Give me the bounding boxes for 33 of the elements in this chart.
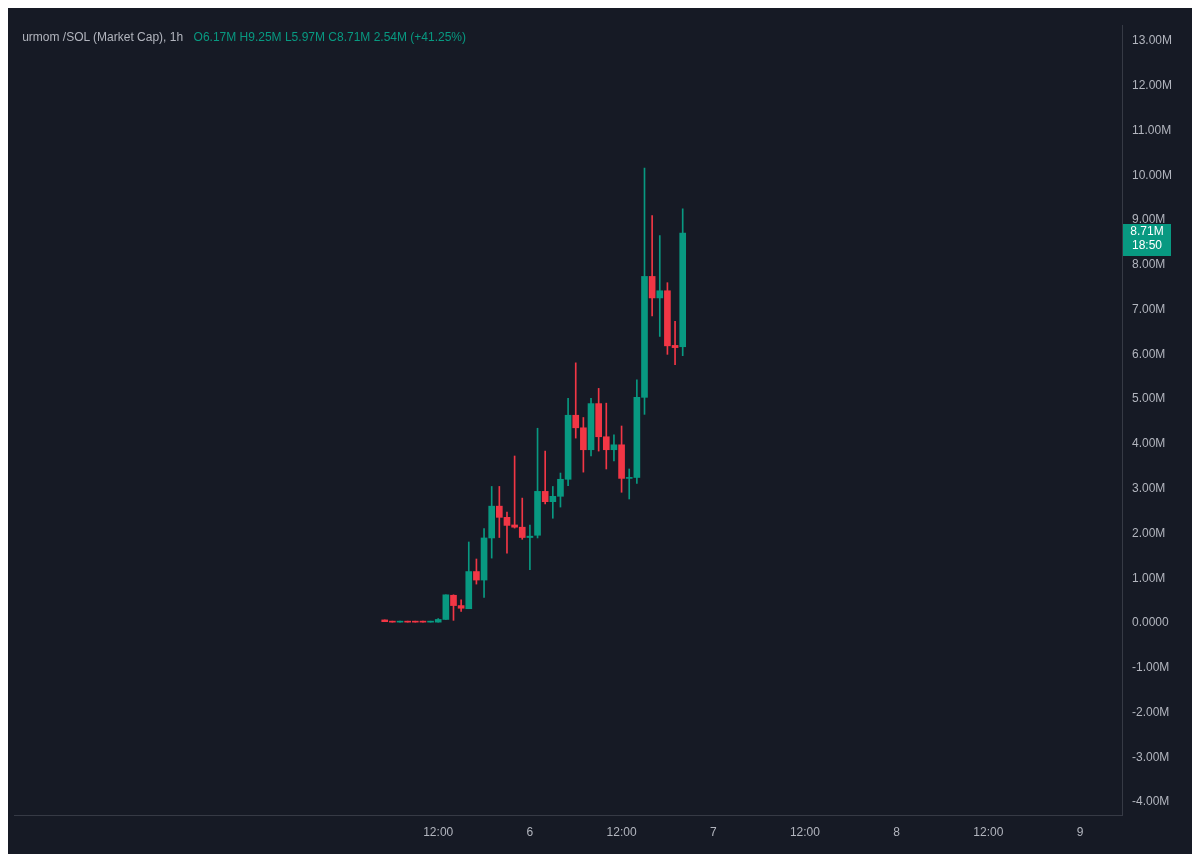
x-tick-label: 6 bbox=[526, 825, 534, 840]
y-tick-label: 3.00M bbox=[1132, 481, 1166, 495]
candlestick bbox=[526, 524, 534, 571]
x-tick-label: 9 bbox=[1076, 825, 1084, 840]
y-tick-label: 8.00M bbox=[1132, 257, 1166, 272]
y-tick-label: 12.00M bbox=[1132, 77, 1173, 92]
y-tick-label: -1.00M bbox=[1132, 660, 1170, 675]
y-tick-label: 7.00M bbox=[1132, 301, 1166, 316]
x-tick-label: 8 bbox=[893, 825, 901, 840]
x-tick-label: 12:00 bbox=[789, 825, 821, 840]
y-tick-label: -4.00M bbox=[1132, 794, 1170, 809]
text: 8.71M 18:50 bbox=[1130, 224, 1164, 253]
x-tick-label: 12:00 bbox=[606, 825, 637, 840]
y-tick-label: 11.00M bbox=[1132, 122, 1172, 137]
x-tick-label: 7 bbox=[709, 825, 717, 840]
y-tick-label: 5.00M bbox=[1132, 391, 1166, 406]
y-tick-label: 4.00M bbox=[1132, 436, 1166, 451]
y-tick-label: 1.00M bbox=[1132, 570, 1166, 585]
y-tick-label: 0.0000 bbox=[1132, 615, 1170, 630]
y-tick-label: 9.00M bbox=[1132, 212, 1166, 227]
y-tick-label: -2.00M bbox=[1132, 704, 1170, 719]
x-tick-label: 12:00 bbox=[423, 825, 454, 840]
annotation: O6.17M H9.25M L5.97M C8.71M 2.54M (+41.25%) bbox=[193, 29, 467, 44]
y-tick-label: 13.00M bbox=[1132, 33, 1173, 48]
candlestick bbox=[610, 434, 618, 462]
y-tick-label: 10.00M bbox=[1132, 167, 1173, 182]
y-tick-label: 6.00M bbox=[1132, 346, 1166, 361]
y-tick-label: 2.00M bbox=[1132, 525, 1166, 540]
x-tick-label: 12:00 bbox=[973, 825, 1004, 840]
y-tick-label: -3.00M bbox=[1132, 749, 1170, 764]
candlestick bbox=[656, 235, 664, 337]
candlestick bbox=[541, 450, 549, 505]
chart-title: urmom /SOL (Market Cap), 1h bbox=[22, 29, 184, 44]
